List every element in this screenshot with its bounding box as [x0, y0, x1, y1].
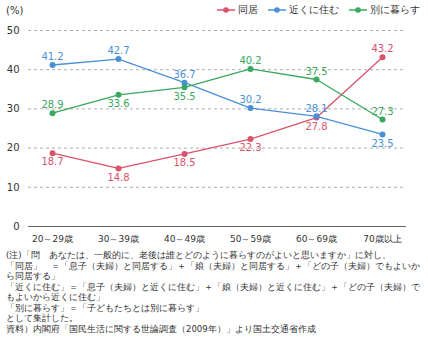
svg-text:28.9: 28.9 [41, 99, 63, 110]
svg-text:30: 30 [7, 103, 20, 114]
svg-text:35.5: 35.5 [173, 91, 195, 102]
svg-text:40.2: 40.2 [239, 55, 261, 66]
svg-text:30.2: 30.2 [239, 94, 261, 105]
svg-text:27.3: 27.3 [371, 106, 393, 117]
svg-text:18.5: 18.5 [173, 157, 195, 168]
svg-text:60～69歳: 60～69歳 [296, 234, 337, 244]
html-text:「同居」 ＝「息子（夫婦）と同居する」＋「娘（夫婦）と同居す: 「同居」 ＝「息子（夫婦）と同居する」＋「娘（夫婦）と同居する」＋「どの子（夫婦… [6, 260, 420, 281]
html-text:資料）内閣府「国民生活に関する世論調査（2009年）」より国: 資料）内閣府「国民生活に関する世論調査（2009年）」より国土交通省作成 [6, 323, 316, 334]
svg-text:43.2: 43.2 [371, 43, 393, 54]
svg-text:36.7: 36.7 [173, 69, 195, 80]
svg-text:28.1: 28.1 [305, 103, 327, 114]
svg-text:23.5: 23.5 [371, 138, 393, 149]
svg-text:18.7: 18.7 [41, 156, 63, 167]
svg-text:20: 20 [7, 142, 20, 153]
svg-text:37.5: 37.5 [305, 66, 327, 77]
svg-text:42.7: 42.7 [107, 45, 129, 56]
svg-text:50～59歳: 50～59歳 [230, 234, 271, 244]
svg-text:70歳以上: 70歳以上 [363, 234, 401, 244]
html-text:(注)「問 あなたは、一般的に、老後は誰とどのように暮らすの: (注)「問 あなたは、一般的に、老後は誰とどのように暮らすのがよいと思いますか」… [6, 250, 391, 260]
html-text:近くに住む: 近くに住む [289, 4, 339, 15]
svg-text:0: 0 [13, 221, 19, 232]
svg-text:40～49歳: 40～49歳 [164, 234, 205, 244]
svg-text:20～29歳: 20～29歳 [32, 234, 73, 244]
html-text:同居: 同居 [238, 4, 258, 15]
svg-text:14.8: 14.8 [107, 172, 129, 183]
html-text:「別に暮らす」＝「子どもたちとは別に暮らす」: 「別に暮らす」＝「子どもたちとは別に暮らす」 [6, 302, 204, 313]
svg-text:33.6: 33.6 [107, 98, 129, 109]
svg-text:27.8: 27.8 [305, 121, 327, 132]
svg-text:30～39歳: 30～39歳 [98, 234, 139, 244]
svg-text:50: 50 [7, 25, 20, 36]
html-text:別に暮らす: 別に暮らす [370, 4, 420, 15]
svg-text:41.2: 41.2 [41, 51, 63, 62]
html-text:として集計した。: として集計した。 [6, 313, 78, 323]
svg-text:10: 10 [7, 182, 20, 193]
html-text:「近くに住む」＝「息子（夫婦）と近くに住む」＋「娘（夫婦）と: 「近くに住む」＝「息子（夫婦）と近くに住む」＋「娘（夫婦）と近くに住む」＋「どの… [6, 281, 420, 302]
svg-text:22.3: 22.3 [239, 142, 261, 153]
svg-text:40: 40 [7, 64, 20, 75]
